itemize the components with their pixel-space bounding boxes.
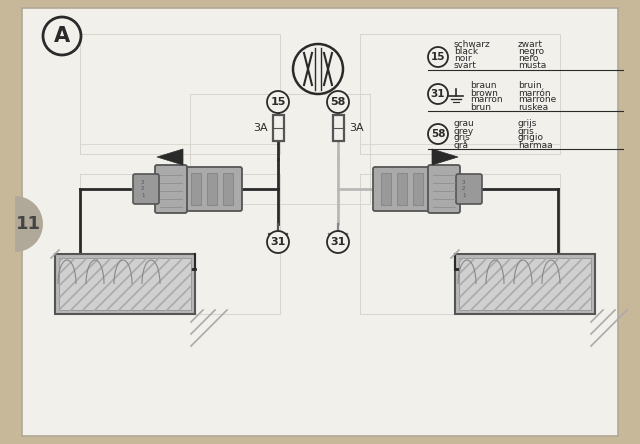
Text: ruskea: ruskea xyxy=(518,103,548,111)
Text: 58: 58 xyxy=(431,129,445,139)
Text: 3: 3 xyxy=(141,179,145,185)
Text: brun: brun xyxy=(470,103,491,111)
Text: noir: noir xyxy=(454,55,472,63)
Text: musta: musta xyxy=(518,62,547,71)
Text: braun: braun xyxy=(470,82,497,91)
Text: bruin: bruin xyxy=(518,82,541,91)
Bar xyxy=(191,173,201,205)
Text: marrón: marrón xyxy=(518,88,550,98)
Circle shape xyxy=(428,84,448,104)
Bar xyxy=(397,173,407,205)
Text: brown: brown xyxy=(470,88,498,98)
Bar xyxy=(360,34,560,154)
Wedge shape xyxy=(15,196,43,252)
Text: 1: 1 xyxy=(141,194,145,198)
FancyBboxPatch shape xyxy=(22,8,618,436)
Bar xyxy=(360,174,560,314)
Text: marron: marron xyxy=(470,95,502,104)
Text: harmaa: harmaa xyxy=(518,140,552,150)
Text: nero: nero xyxy=(518,55,538,63)
Bar xyxy=(413,173,423,205)
Text: grau: grau xyxy=(454,119,475,128)
Text: 15: 15 xyxy=(270,97,285,107)
Text: black: black xyxy=(454,48,478,56)
Bar xyxy=(333,115,344,141)
Text: negro: negro xyxy=(518,48,544,56)
Circle shape xyxy=(267,91,289,113)
Bar xyxy=(381,173,391,205)
Bar xyxy=(207,173,217,205)
FancyBboxPatch shape xyxy=(373,167,432,211)
FancyBboxPatch shape xyxy=(133,174,159,204)
Text: grigio: grigio xyxy=(518,134,544,143)
Text: gris: gris xyxy=(518,127,535,135)
Text: 1: 1 xyxy=(462,194,465,198)
Text: 3A: 3A xyxy=(253,123,268,133)
Text: 58: 58 xyxy=(330,97,346,107)
Bar xyxy=(80,174,280,314)
Circle shape xyxy=(428,124,448,144)
Text: 31: 31 xyxy=(431,89,445,99)
Bar xyxy=(459,258,591,310)
Bar xyxy=(223,173,233,205)
FancyBboxPatch shape xyxy=(55,254,195,314)
Bar xyxy=(190,94,370,204)
Circle shape xyxy=(428,47,448,67)
Circle shape xyxy=(43,17,81,55)
Circle shape xyxy=(327,231,349,253)
FancyBboxPatch shape xyxy=(456,174,482,204)
Circle shape xyxy=(327,91,349,113)
Text: 15: 15 xyxy=(431,52,445,62)
Text: schwarz: schwarz xyxy=(454,40,491,49)
Circle shape xyxy=(267,231,289,253)
Text: grå: grå xyxy=(454,140,469,150)
Bar xyxy=(59,258,191,310)
Text: 31: 31 xyxy=(270,237,285,247)
Text: 3A: 3A xyxy=(349,123,364,133)
Polygon shape xyxy=(157,149,183,165)
FancyBboxPatch shape xyxy=(183,167,242,211)
Text: marrone: marrone xyxy=(518,95,556,104)
FancyBboxPatch shape xyxy=(428,165,460,213)
Text: 31: 31 xyxy=(330,237,346,247)
Bar xyxy=(80,34,280,154)
Text: 3: 3 xyxy=(462,179,465,185)
Text: 11: 11 xyxy=(15,215,40,233)
Text: A: A xyxy=(54,26,70,46)
Text: gris: gris xyxy=(454,134,471,143)
Text: zwart: zwart xyxy=(518,40,543,49)
Bar xyxy=(273,115,284,141)
FancyBboxPatch shape xyxy=(155,165,187,213)
Circle shape xyxy=(293,44,343,94)
Text: 2: 2 xyxy=(462,186,465,191)
FancyBboxPatch shape xyxy=(455,254,595,314)
Text: grey: grey xyxy=(454,127,474,135)
Text: grijs: grijs xyxy=(518,119,538,128)
Text: 2: 2 xyxy=(141,186,145,191)
Polygon shape xyxy=(432,149,458,165)
Text: svart: svart xyxy=(454,62,477,71)
